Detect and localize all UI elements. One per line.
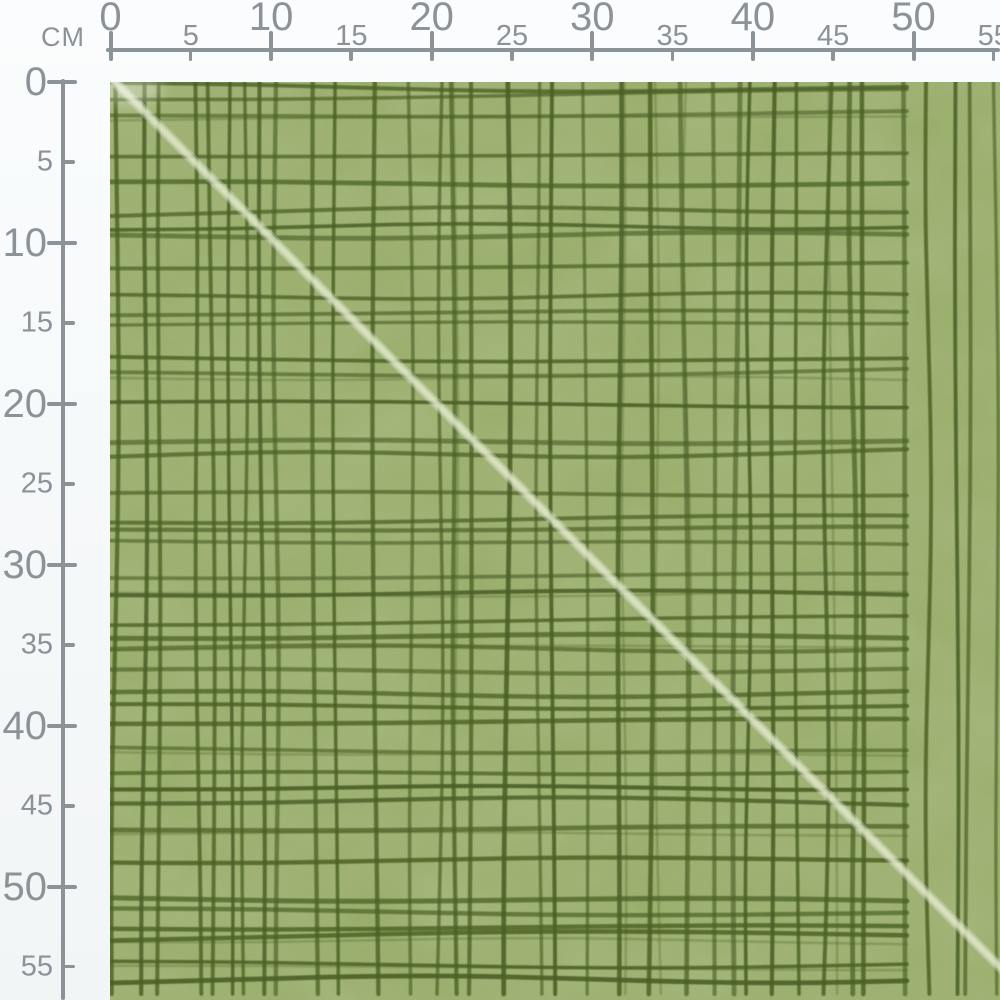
ruler-tick-mark — [911, 31, 916, 61]
ruler-tick-mark — [670, 48, 675, 61]
ruler-tick-label: 5 — [36, 145, 53, 178]
ruler-tick-label: 0 — [99, 0, 122, 39]
ruler-tick-mark — [47, 723, 77, 728]
ruler-tick-mark — [831, 48, 835, 61]
ruler-tick-mark — [62, 804, 75, 808]
ruler-tick-label: 20 — [2, 381, 48, 426]
ruler-tick-label: 40 — [2, 703, 48, 748]
ruler-tick-mark — [47, 80, 77, 84]
ruler-tick-label: 45 — [20, 789, 53, 822]
ruler-tick-label: 15 — [20, 306, 53, 339]
ruler-tick-label: 25 — [20, 467, 53, 500]
ruler-tick-label: 30 — [570, 0, 615, 39]
ruler-tick-mark — [349, 48, 353, 61]
ruler-tick-mark — [750, 31, 755, 61]
ruler-tick-mark — [62, 160, 75, 164]
ruler-tick-label: 50 — [2, 864, 48, 909]
unit-label: CM — [41, 22, 85, 52]
ruler-tick-label: 5 — [182, 20, 199, 52]
ruler-tick-mark — [47, 562, 77, 567]
ruler-tick-mark — [269, 31, 274, 61]
ruler-tick-mark — [47, 401, 77, 406]
ruler-tick-mark — [510, 48, 514, 61]
ruler-horizontal-line — [106, 48, 1000, 52]
ruler-tick-mark — [429, 31, 434, 61]
ruler-tick-mark — [62, 321, 75, 325]
ruler-tick-mark — [590, 31, 595, 61]
fabric-swatch — [110, 82, 1000, 1000]
ruler-tick-label: 10 — [248, 0, 294, 39]
ruler-tick-label: 35 — [20, 628, 53, 661]
ruler-tick-label: 50 — [891, 0, 936, 39]
ruler-tick-mark — [62, 482, 75, 486]
ruler-vertical-line — [61, 79, 65, 1000]
ruler-tick-mark — [47, 240, 77, 245]
ruler-tick-mark — [991, 48, 996, 61]
ruler-tick-label: 20 — [409, 0, 454, 39]
ruler-tick-label: 0 — [24, 60, 47, 104]
ruler-tick-label: 25 — [495, 20, 529, 52]
ruler-tick-label: 10 — [2, 220, 48, 265]
ruler-tick-label: 55 — [977, 20, 1000, 52]
ruler-tick-label: 35 — [656, 20, 689, 52]
ruler-tick-mark — [62, 643, 75, 647]
ruler-tick-mark — [108, 31, 113, 61]
ruler-tick-label: 40 — [730, 0, 776, 39]
ruler-tick-mark — [62, 964, 75, 969]
ruler-tick-mark — [188, 48, 193, 61]
ruler-tick-label: 45 — [817, 20, 850, 52]
ruler-tick-label: 15 — [335, 20, 368, 52]
ruler-tick-label: 55 — [20, 950, 53, 983]
ruler-tick-mark — [47, 884, 77, 889]
ruler-tick-label: 30 — [2, 542, 48, 587]
